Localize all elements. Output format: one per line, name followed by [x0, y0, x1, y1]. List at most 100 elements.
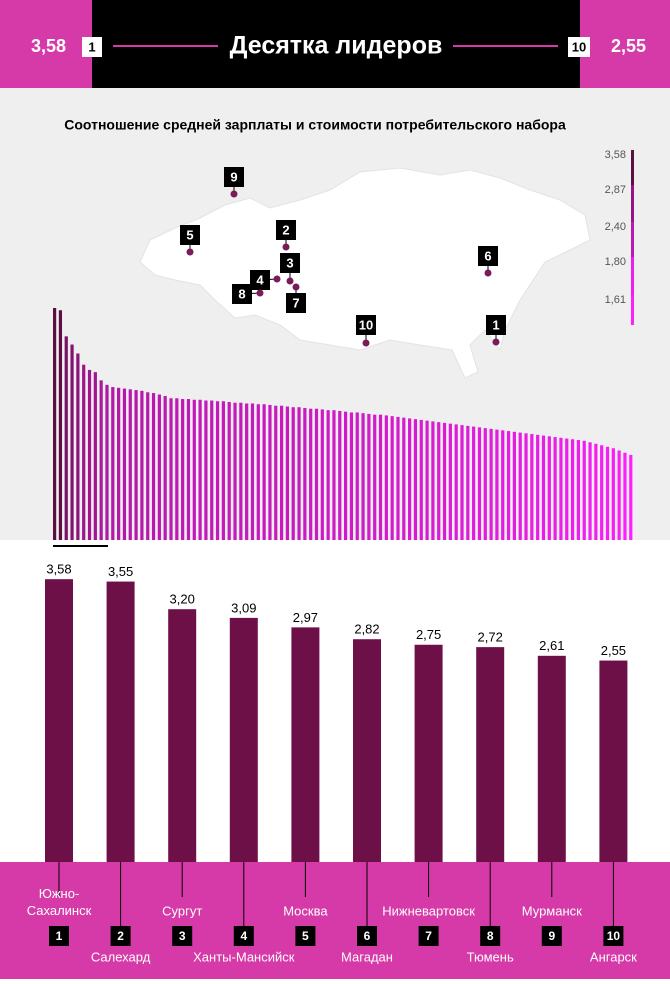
marker-box [276, 220, 296, 240]
overview-bar [134, 390, 138, 540]
overview-bar [408, 418, 412, 540]
overview-bar [233, 402, 237, 540]
overview-bar [175, 398, 179, 540]
overview-bar [454, 424, 458, 540]
overview-bar [472, 426, 476, 540]
rank-box [603, 926, 624, 946]
overview-bar [402, 417, 406, 540]
rank-box [49, 926, 69, 946]
rank-label: 2 [117, 929, 124, 943]
marker-box [486, 315, 506, 335]
overview-bar [181, 399, 185, 540]
rank-label: 8 [487, 929, 494, 943]
rank-label: 10 [607, 929, 621, 943]
map [139, 167, 591, 379]
title: Десятка лидеров [230, 32, 443, 60]
overview-bar [466, 425, 470, 540]
value-label: 2,72 [478, 630, 503, 645]
overview-bar [553, 437, 557, 540]
overview-bar [565, 438, 569, 540]
marker-label: 9 [230, 169, 237, 184]
bar [476, 647, 505, 862]
value-label: 2,61 [539, 638, 564, 653]
overview-bar [489, 428, 493, 540]
overview-bar [419, 419, 423, 540]
bar [414, 644, 443, 862]
overview-bar [355, 412, 359, 540]
overview-bar [111, 387, 115, 540]
overview-bar [501, 430, 505, 540]
overview-bar [268, 404, 272, 540]
overview-bar [582, 440, 586, 540]
overview-bar [117, 387, 121, 540]
marker-label: 1 [492, 317, 499, 332]
rank-label: 4 [240, 929, 247, 943]
max-value: 3,58 [31, 36, 66, 56]
category-label: Салехард [91, 949, 151, 964]
overview-bar [570, 439, 575, 540]
marker-box [478, 246, 498, 266]
overview-bar [448, 423, 452, 540]
bar [45, 579, 73, 862]
overview-bar [338, 410, 342, 540]
rank-last: 10 [572, 39, 586, 54]
overview-bar [314, 408, 319, 540]
marker-box [250, 270, 270, 290]
rank-box [233, 926, 254, 946]
overview-bar [506, 431, 511, 540]
marker-label: 3 [286, 255, 293, 270]
bar [291, 627, 320, 862]
rank-box [568, 37, 590, 57]
bar [353, 639, 381, 862]
legend-swatch [631, 222, 634, 257]
rank-box [357, 926, 377, 946]
category-label: Мурманск [522, 903, 582, 918]
category-label: Ханты-Мансийск [193, 949, 295, 964]
category-label: Тюмень [467, 949, 514, 964]
rank-box [110, 926, 131, 946]
marker-box [286, 293, 306, 313]
value-label: 2,97 [293, 610, 318, 625]
overview-bar [588, 442, 592, 540]
overview-bar [221, 401, 225, 540]
overview-bar [105, 384, 109, 540]
overview-bar [210, 400, 214, 540]
category-label: Нижневартовск [382, 903, 475, 918]
rank-box [480, 926, 501, 946]
overview-bar [128, 389, 132, 540]
marker-box [224, 167, 244, 187]
bar [537, 655, 566, 862]
marker-label: 8 [238, 286, 245, 301]
value-label: 3,58 [46, 562, 71, 577]
bar [599, 660, 628, 862]
overview-bar [559, 437, 563, 540]
overview-bar [431, 421, 435, 540]
rank-box [82, 37, 102, 57]
overview-bar [122, 388, 127, 540]
overview-bar [437, 422, 441, 540]
overview-bar [524, 433, 528, 540]
min-value: 2,55 [611, 36, 646, 56]
marker-dot [186, 248, 194, 256]
marker-label: 7 [292, 295, 299, 310]
rank-label: 3 [179, 929, 186, 943]
legend-label: 3,58 [605, 149, 626, 161]
legend-swatch [631, 295, 634, 325]
rank-label: 9 [548, 929, 555, 943]
overview-bar [629, 454, 633, 540]
overview-bar [594, 443, 598, 540]
marker-box [356, 315, 376, 335]
overview-bar [367, 413, 371, 540]
overview-bar [309, 408, 313, 540]
overview-bar [390, 416, 394, 540]
overview-bar [617, 450, 621, 540]
overview-bar [605, 446, 610, 540]
marker-label: 4 [256, 272, 264, 287]
overview-bar [512, 431, 516, 540]
value-label: 2,75 [416, 627, 441, 642]
marker-dot [273, 275, 281, 283]
rank-box [418, 926, 439, 946]
bar [229, 617, 258, 862]
footer-bg [0, 862, 670, 979]
overview-bar [146, 392, 150, 540]
